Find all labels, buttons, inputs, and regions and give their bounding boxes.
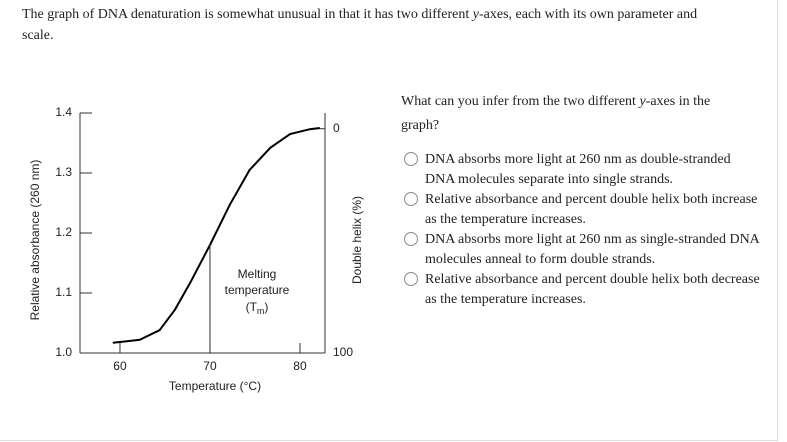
x-axis-label: Temperature (°C) (169, 379, 261, 393)
annotation: (Tm) (246, 300, 269, 316)
annotation-part: ) (264, 300, 268, 314)
x-tick-label: 80 (293, 359, 307, 373)
y2-axis-label: Double helix (%) (350, 196, 364, 284)
y-tick-label: 1.3 (55, 165, 72, 179)
annotation: temperature (225, 283, 290, 297)
radio-button[interactable] (404, 152, 418, 166)
x-tick-label: 60 (113, 359, 127, 373)
option[interactable]: Relative absorbance and percent double h… (401, 270, 761, 310)
data-line (112, 127, 320, 344)
option-text: Relative absorbance and percent double h… (425, 192, 758, 227)
chart: 1.0 1.1 1.2 1.3 1.4 60 70 80 0 100 Temperature (°C… (28, 105, 364, 393)
text: y (639, 94, 646, 109)
annotation: Melting (238, 267, 277, 281)
y2-tick-label: 100 (333, 345, 353, 359)
radio-button[interactable] (404, 272, 418, 286)
radio-button[interactable] (404, 232, 418, 246)
text: -axes, each with its own parameter and s… (22, 7, 698, 43)
annotation-part: (T (246, 300, 258, 314)
y-tick-label: 1.1 (55, 285, 72, 299)
radio-button[interactable] (404, 192, 418, 206)
option[interactable]: DNA absorbs more light at 260 nm as sing… (401, 230, 761, 270)
option[interactable]: Relative absorbance and percent double h… (401, 190, 761, 230)
option-text: DNA absorbs more light at 260 nm as sing… (425, 232, 760, 267)
annotation-part: m (257, 306, 265, 316)
question: What can you infer from the two differen… (401, 90, 731, 138)
text: y (472, 7, 479, 22)
text: -axes in the graph? (401, 94, 711, 133)
options: DNA absorbs more light at 260 nm as doub… (401, 150, 761, 310)
intro-text: The graph of DNA denaturation is somewha… (22, 4, 712, 46)
option-text: DNA absorbs more light at 260 nm as doub… (425, 152, 731, 187)
x-tick-label: 70 (203, 359, 217, 373)
y-tick-label: 1.0 (55, 345, 72, 359)
y2-tick-label: 0 (333, 121, 340, 135)
text: What can you infer from the two differen… (401, 94, 640, 109)
y-tick-label: 1.2 (55, 225, 72, 239)
y-tick-label: 1.4 (55, 105, 72, 119)
y-axis-label: Relative absorbance (260 nm) (28, 160, 42, 321)
option-text: Relative absorbance and percent double h… (425, 272, 760, 307)
text: The graph of DNA denaturation is somewha… (22, 7, 473, 22)
option[interactable]: DNA absorbs more light at 260 nm as doub… (401, 150, 761, 190)
